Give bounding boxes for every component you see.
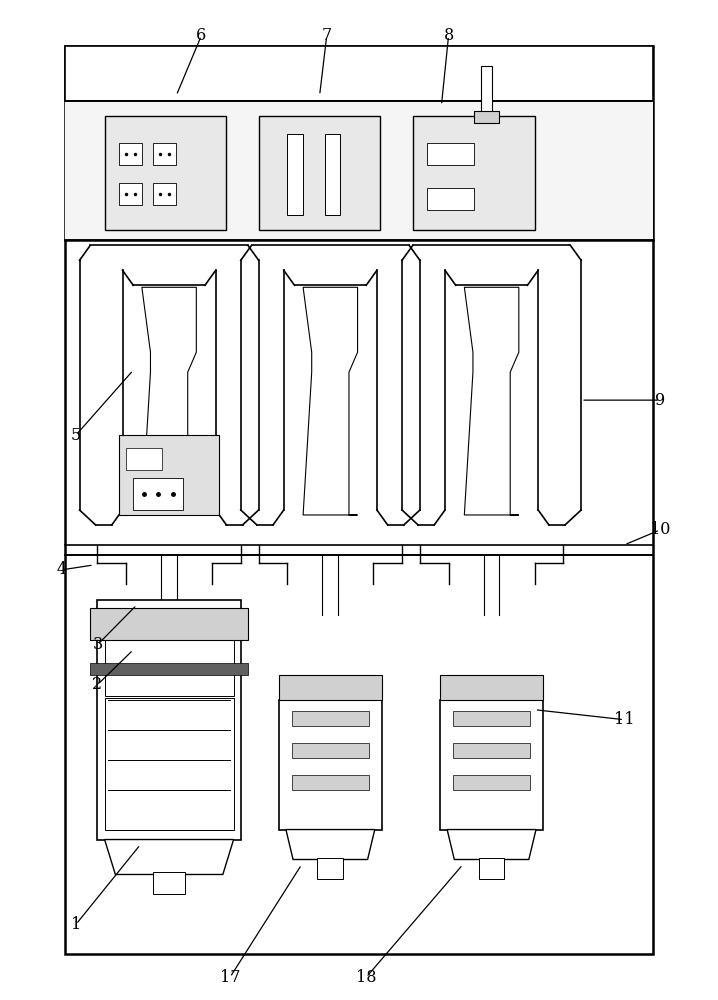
Polygon shape — [447, 830, 536, 859]
Bar — [413, 116, 535, 230]
Bar — [126, 448, 162, 470]
Text: 9: 9 — [655, 392, 665, 409]
Bar — [440, 700, 544, 830]
Bar — [134, 478, 183, 510]
Bar — [474, 111, 500, 123]
Bar — [287, 134, 303, 215]
Text: 8: 8 — [444, 27, 454, 44]
Bar — [65, 46, 653, 101]
Bar — [105, 612, 233, 696]
Bar — [279, 700, 382, 830]
Bar — [154, 183, 176, 205]
Bar — [98, 600, 241, 840]
Bar — [258, 116, 381, 230]
Bar — [440, 675, 544, 700]
Polygon shape — [303, 287, 358, 515]
Bar — [119, 435, 219, 515]
Bar — [292, 775, 369, 790]
Polygon shape — [142, 287, 196, 515]
Bar — [65, 101, 653, 240]
Text: 10: 10 — [650, 521, 670, 538]
Polygon shape — [465, 287, 519, 515]
Bar — [119, 143, 142, 165]
Bar — [105, 116, 226, 230]
Text: 2: 2 — [93, 676, 103, 693]
Bar — [279, 675, 382, 700]
Bar — [325, 134, 340, 215]
Polygon shape — [286, 830, 375, 859]
Bar — [479, 858, 505, 879]
Bar — [453, 743, 531, 758]
Bar — [481, 66, 493, 116]
Bar — [427, 188, 474, 210]
Bar — [453, 711, 531, 726]
Bar — [154, 872, 185, 894]
Bar — [90, 608, 248, 640]
Text: 1: 1 — [71, 916, 81, 933]
Bar — [292, 743, 369, 758]
Bar — [427, 143, 474, 165]
Bar — [292, 711, 369, 726]
Text: 6: 6 — [196, 27, 207, 44]
Bar — [154, 143, 176, 165]
Bar — [90, 663, 248, 675]
Text: 18: 18 — [356, 969, 376, 986]
Bar — [119, 183, 142, 205]
Text: 5: 5 — [71, 427, 81, 444]
Text: 7: 7 — [322, 27, 332, 44]
Text: 11: 11 — [614, 711, 635, 728]
Polygon shape — [105, 840, 233, 874]
Bar — [453, 775, 531, 790]
Text: 3: 3 — [93, 636, 103, 653]
Bar — [65, 46, 653, 954]
Text: 4: 4 — [57, 561, 67, 578]
Bar — [317, 858, 343, 879]
Text: 17: 17 — [220, 969, 241, 986]
Bar — [105, 698, 233, 830]
